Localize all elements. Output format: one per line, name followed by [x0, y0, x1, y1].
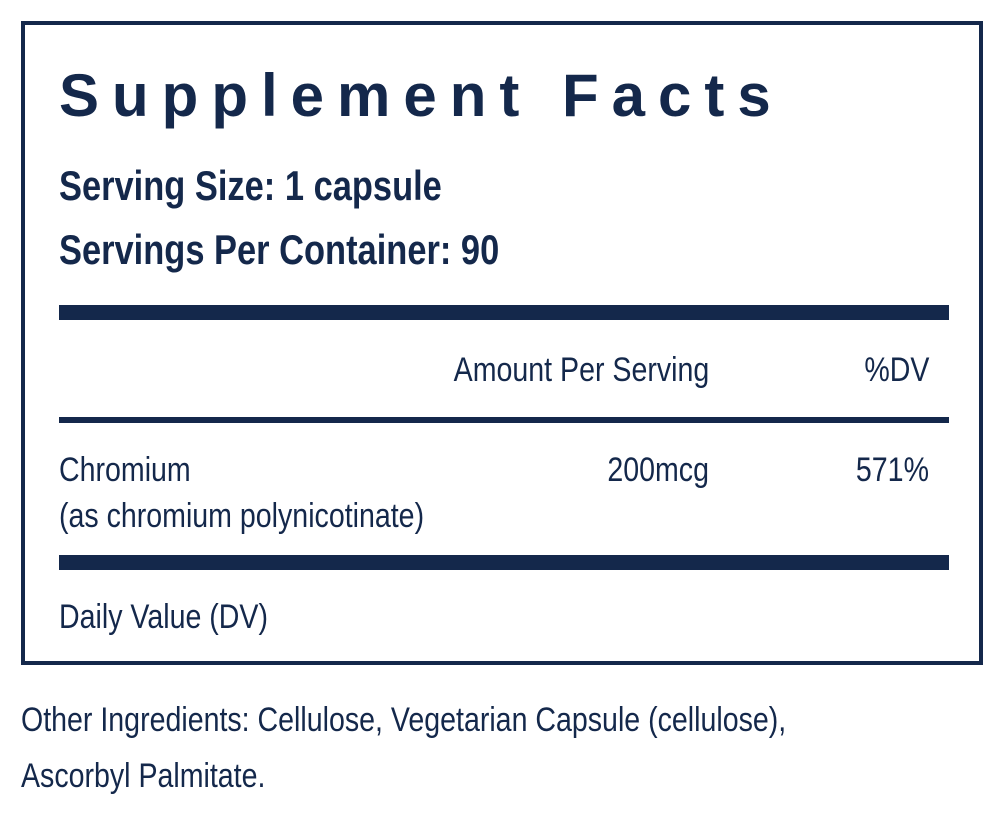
- column-header-amount-label: Amount Per Serving: [453, 351, 709, 389]
- nutrient-name-label: Chromium: [59, 451, 191, 489]
- thick-divider-top: [59, 305, 949, 320]
- column-header-dv-label: %DV: [863, 351, 929, 389]
- other-ingredients-line-1: Other Ingredients: Cellulose, Vegetarian…: [21, 701, 787, 739]
- nutrient-amount-value: 200mcg: [607, 451, 709, 489]
- daily-value-footnote-text: Daily Value (DV): [59, 598, 268, 636]
- column-header-amount: Amount Per Serving: [405, 350, 709, 390]
- nutrient-source: (as chromium polynicotinate): [59, 496, 494, 536]
- nutrient-name: Chromium: [59, 450, 216, 490]
- supplement-facts-panel: Supplement Facts Serving Size: 1 capsule…: [21, 21, 983, 665]
- servings-per-container: Servings Per Container: 90: [59, 226, 500, 273]
- column-header-dv: %DV: [852, 350, 929, 390]
- nutrient-dv-value: 571%: [855, 451, 929, 489]
- nutrient-source-label: (as chromium polynicotinate): [59, 497, 425, 535]
- panel-title: Supplement Facts: [59, 62, 784, 129]
- serving-size: Serving Size: 1 capsule: [59, 162, 442, 209]
- nutrient-amount: 200mcg: [588, 450, 709, 490]
- other-ingredients-line-2: Ascorbyl Palmitate.: [21, 757, 266, 795]
- thin-divider: [59, 417, 949, 423]
- nutrient-dv: 571%: [842, 450, 929, 490]
- other-ingredients: Other Ingredients: Cellulose, Vegetarian…: [21, 692, 1002, 804]
- thick-divider-bottom: [59, 555, 949, 570]
- daily-value-footnote: Daily Value (DV): [59, 597, 308, 637]
